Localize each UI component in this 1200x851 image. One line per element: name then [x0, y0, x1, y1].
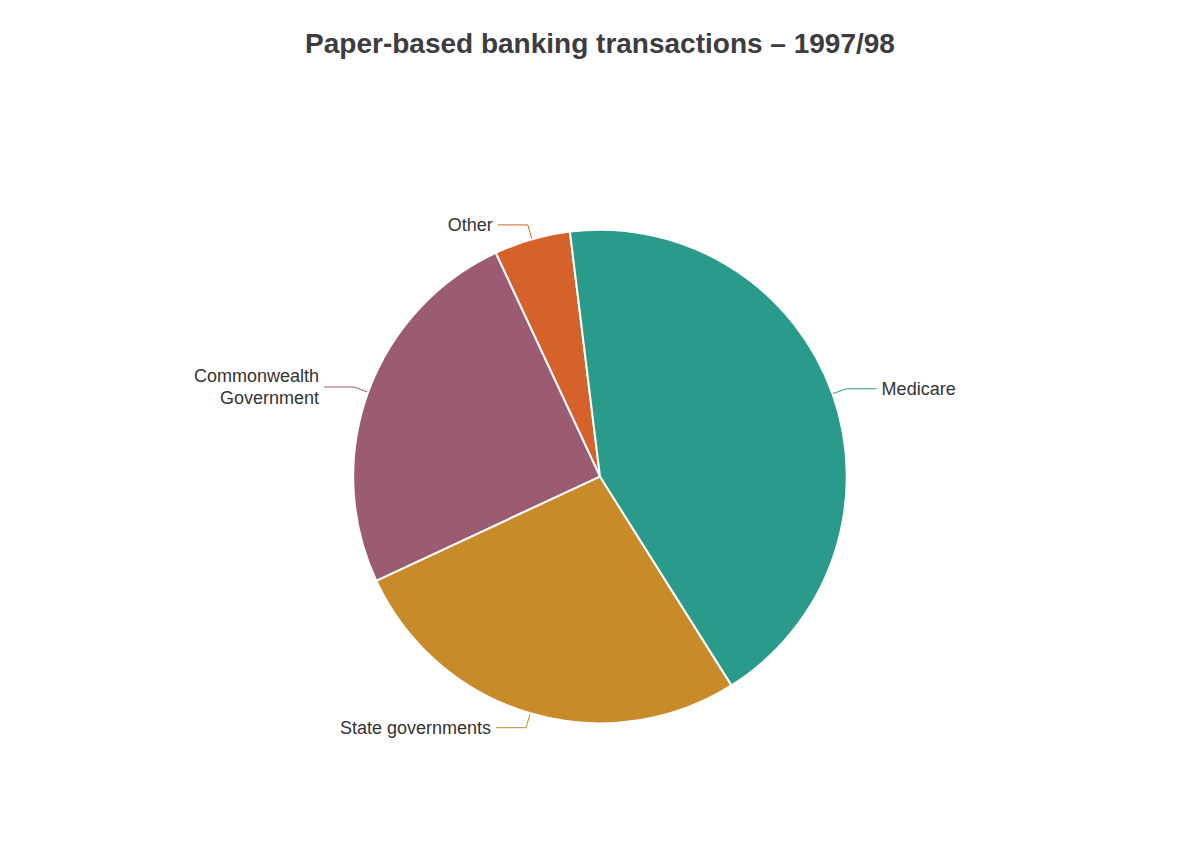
- svg-text:Paper-based banking transactio: Paper-based banking transactions – 1997/…: [305, 28, 895, 59]
- svg-text:Commonwealth: Commonwealth: [194, 366, 319, 386]
- svg-text:Government: Government: [220, 388, 319, 408]
- svg-text:State governments: State governments: [340, 718, 491, 738]
- svg-text:Other: Other: [448, 215, 493, 235]
- svg-text:Medicare: Medicare: [882, 379, 956, 399]
